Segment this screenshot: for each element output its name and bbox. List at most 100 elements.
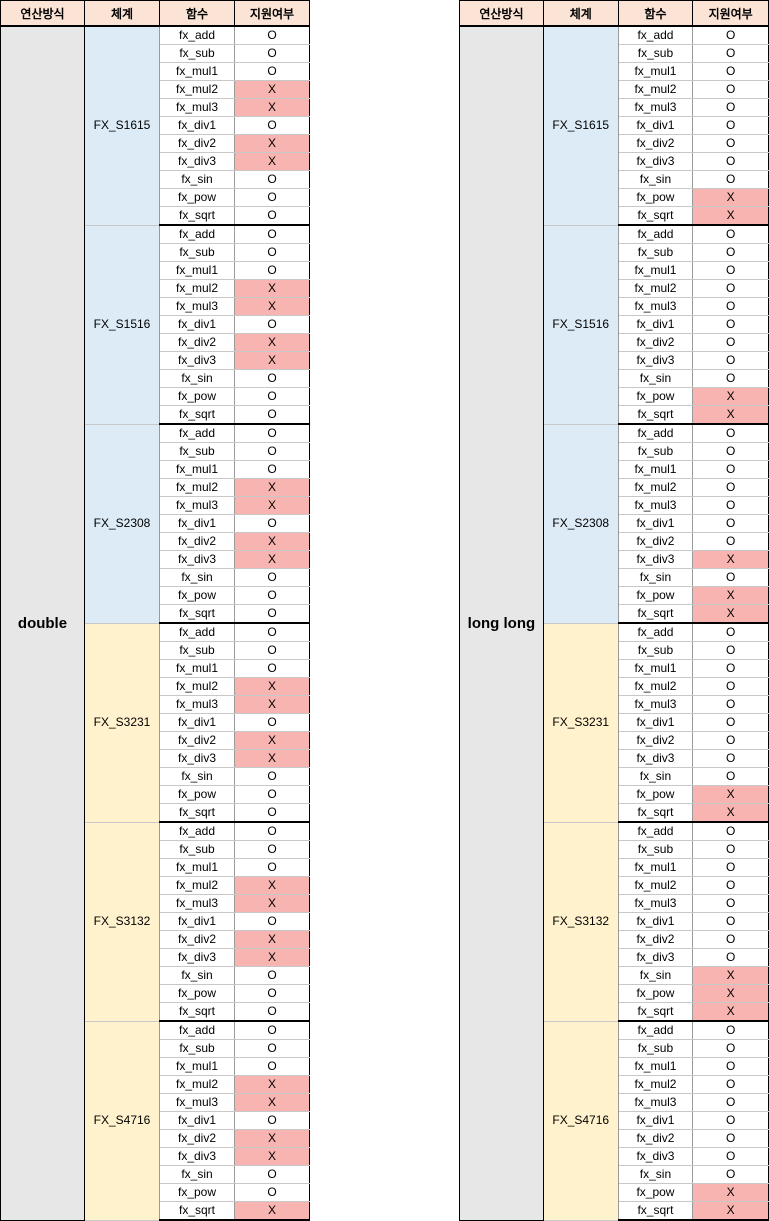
function-cell: fx_sub	[617, 1039, 694, 1058]
support-cell: O	[692, 1057, 769, 1076]
function-cell: fx_div3	[617, 351, 694, 370]
table-row: fx_mul2 X	[1, 279, 310, 298]
table-row: fx_mul3 O	[460, 297, 769, 316]
support-table-long-long: 연산방식 체계 함수 지원여부 long long FX_S1615 fx_add O…	[459, 0, 769, 1221]
table-row: fx_mul3 X	[1, 496, 310, 515]
table-row: fx_mul3 X	[1, 98, 310, 117]
support-cell: O	[234, 1165, 310, 1184]
function-cell: fx_sub	[617, 442, 694, 461]
support-cell: O	[692, 1075, 769, 1094]
table-row: fx_div2 X	[1, 930, 310, 949]
function-cell: fx_sub	[617, 840, 694, 859]
support-cell: X	[692, 188, 769, 207]
table-row: FX_S4716 fx_add O	[460, 1021, 769, 1221]
support-cell: O	[234, 1057, 310, 1076]
support-cell: X	[234, 98, 310, 117]
function-cell: fx_sub	[617, 243, 694, 262]
support-cell: O	[234, 261, 310, 280]
support-cell: X	[234, 930, 310, 949]
table-row: fx_sin O	[1, 369, 310, 388]
table-row: fx_div1 O	[460, 912, 769, 931]
function-cell: fx_sqrt	[159, 803, 235, 823]
support-cell: O	[234, 568, 310, 587]
table-row: FX_S1516 fx_add O	[460, 225, 769, 425]
table-row: fx_div2 X	[1, 731, 310, 750]
support-cell: O	[234, 912, 310, 931]
table-row: fx_mul3 X	[1, 297, 310, 316]
table-row: fx_sub O	[460, 243, 769, 262]
function-cell: fx_sqrt	[617, 206, 694, 226]
support-cell: O	[234, 62, 310, 81]
table-row: fx_sin O	[460, 767, 769, 786]
table-row: fx_pow X	[460, 785, 769, 804]
header-support: 지원여부	[234, 0, 310, 27]
function-cell: fx_add	[159, 623, 235, 642]
support-cell: X	[234, 297, 310, 316]
support-cell: O	[692, 894, 769, 913]
support-cell: X	[692, 1201, 769, 1221]
function-cell: fx_div2	[159, 333, 235, 352]
support-cell: O	[234, 840, 310, 859]
function-cell: fx_sub	[159, 1039, 235, 1058]
function-cell: fx_sin	[159, 170, 235, 189]
support-cell: O	[692, 333, 769, 352]
table-row: fx_mul2 X	[1, 677, 310, 696]
function-cell: fx_sin	[617, 369, 694, 388]
support-cell: O	[692, 442, 769, 461]
support-cell: X	[692, 405, 769, 425]
table-row: fx_div2 O	[460, 134, 769, 153]
function-cell: fx_add	[617, 424, 694, 443]
table-row: fx_sub O	[1, 1039, 310, 1058]
system-cell: FX_S3231	[84, 623, 160, 823]
table-row: fx_div3 X	[1, 749, 310, 768]
function-cell: fx_mul3	[159, 695, 235, 714]
support-cell: X	[234, 894, 310, 913]
table-row: fx_div2 O	[460, 333, 769, 352]
header-op: 연산방식	[459, 0, 544, 27]
table-row: fx_div2 O	[460, 1129, 769, 1148]
support-cell: O	[692, 315, 769, 334]
support-cell: O	[234, 188, 310, 207]
support-cell: O	[234, 586, 310, 605]
support-cell: O	[692, 152, 769, 171]
support-cell: X	[234, 876, 310, 895]
function-cell: fx_mul1	[159, 659, 235, 678]
support-cell: O	[692, 514, 769, 533]
support-cell: O	[234, 659, 310, 678]
function-cell: fx_div3	[159, 749, 235, 768]
support-cell: O	[692, 641, 769, 660]
table-row: fx_pow O	[1, 984, 310, 1003]
table-row: FX_S3132 fx_add O	[1, 822, 310, 1022]
function-cell: fx_sqrt	[159, 1201, 235, 1221]
table-row: fx_div1 O	[1, 912, 310, 931]
table-row: fx_sqrt O	[1, 604, 310, 624]
function-cell: fx_div3	[159, 948, 235, 967]
table-row: fx_div1 O	[460, 1111, 769, 1130]
header-system: 체계	[84, 0, 160, 27]
table-row: fx_sin O	[460, 1165, 769, 1184]
function-cell: fx_add	[617, 822, 694, 841]
support-cell: O	[234, 44, 310, 63]
table-row: fx_sqrt X	[460, 604, 769, 624]
table-row: fx_mul2 X	[1, 876, 310, 895]
header-function: 함수	[159, 0, 235, 27]
system-cell: FX_S3231	[542, 623, 619, 823]
support-cell: O	[692, 767, 769, 786]
table-row: fx_mul3 O	[460, 496, 769, 515]
function-cell: fx_pow	[159, 1183, 235, 1202]
function-cell: fx_sub	[159, 44, 235, 63]
table-row: fx_pow X	[460, 387, 769, 406]
support-cell: X	[234, 749, 310, 768]
function-cell: fx_mul2	[159, 478, 235, 497]
function-cell: fx_div3	[159, 152, 235, 171]
system-cell: FX_S1615	[542, 26, 619, 226]
function-cell: fx_div3	[159, 351, 235, 370]
function-cell: fx_pow	[617, 387, 694, 406]
table-row: fx_sqrt X	[460, 1002, 769, 1022]
op-cell: double	[0, 26, 85, 1221]
function-cell: fx_mul3	[617, 297, 694, 316]
support-cell: O	[692, 496, 769, 515]
function-cell: fx_mul2	[159, 876, 235, 895]
table-row: fx_mul1 O	[460, 261, 769, 280]
table-row: fx_sin O	[1, 1165, 310, 1184]
